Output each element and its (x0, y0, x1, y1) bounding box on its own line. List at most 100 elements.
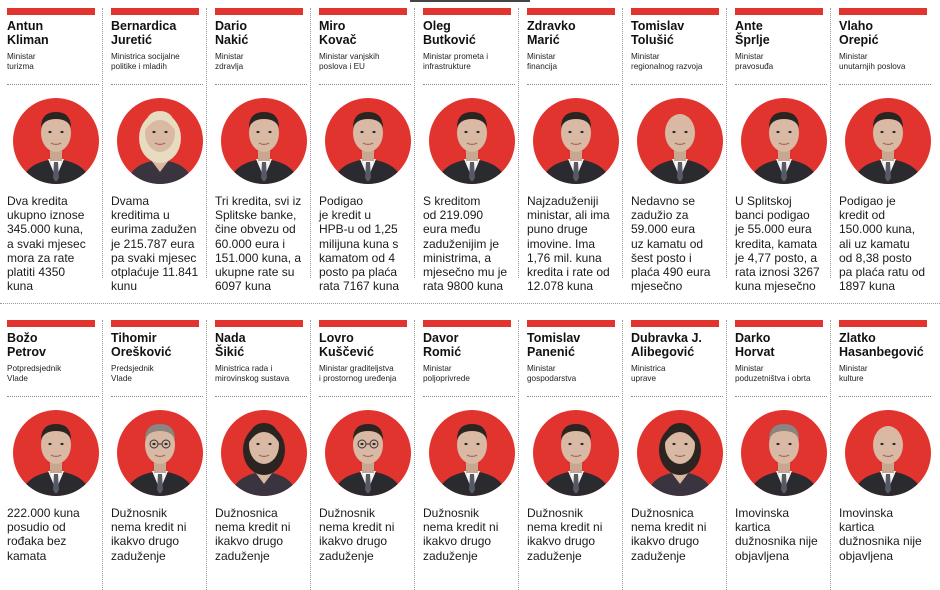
loan-description: Dužnosnik nema kredit ni ikakvo drugo za… (111, 506, 187, 563)
minister-role: Ministrica uprave (631, 364, 666, 383)
portrait-illustration (333, 424, 403, 496)
accent-bar (111, 320, 199, 327)
minister-photo (637, 410, 723, 496)
minister-name: Tomislav Tolušić (631, 19, 685, 47)
minister-photo (741, 98, 827, 184)
accent-bar (423, 8, 511, 15)
loan-description: Tri kredita, svi iz Splitske banke, čine… (215, 194, 302, 294)
column-divider (102, 320, 103, 590)
portrait-illustration (333, 112, 403, 184)
minister-name: Oleg Butković (423, 19, 476, 47)
minister-card: Božo Petrov Potpredsjednik Vlade 222.000 k… (7, 320, 103, 590)
minister-photo (845, 98, 931, 184)
accent-bar (631, 8, 719, 15)
portrait-illustration (127, 111, 193, 184)
loan-description: Dužnosnica nema kredit ni ikakvo drugo z… (215, 506, 291, 563)
minister-photo (117, 410, 203, 496)
portrait-illustration (853, 112, 923, 184)
minister-name: Antun Kliman (7, 19, 49, 47)
minister-role: Potpredsjednik Vlade (7, 364, 62, 383)
accent-bar (215, 8, 303, 15)
minister-card: Nada Šikić Ministrica rada i mirovinskog … (215, 320, 311, 590)
minister-name: Darko Horvat (735, 331, 775, 359)
dotted-divider (215, 396, 307, 397)
minister-role: Ministar regionalnog razvoja (631, 52, 703, 71)
minister-photo (221, 98, 307, 184)
minister-role: Predsjednik Vlade (111, 364, 154, 383)
accent-bar (7, 8, 95, 15)
minister-role: Ministar graditeljstva i prostornog uređ… (319, 364, 397, 383)
minister-card: Miro Kovač Ministar vanjskih poslova i EU… (319, 8, 415, 293)
minister-card: Vlaho Orepić Ministar unutarnjih poslova P… (839, 8, 935, 293)
ministers-grid: Antun Kliman Ministar turizma Dva kredita … (0, 8, 940, 590)
portrait-illustration (853, 426, 923, 496)
card-row: Antun Kliman Ministar turizma Dva kredita … (0, 8, 940, 293)
minister-role: Ministar pravosuđa (735, 52, 774, 71)
dotted-divider (631, 396, 723, 397)
minister-card: Oleg Butković Ministar prometa i infrastr… (423, 8, 519, 293)
minister-photo (429, 410, 515, 496)
minister-name: Ante Šprlje (735, 19, 770, 47)
minister-photo (533, 410, 619, 496)
dotted-divider (527, 396, 619, 397)
dotted-divider (319, 396, 411, 397)
column-divider (622, 320, 623, 590)
dotted-divider (631, 84, 723, 85)
dotted-divider (735, 84, 827, 85)
minister-role: Ministar prometa i infrastrukture (423, 52, 489, 71)
portrait-illustration (437, 112, 507, 184)
portrait-illustration (749, 112, 819, 184)
dotted-divider (839, 396, 931, 397)
loan-description: Dužnosnica nema kredit ni ikakvo drugo z… (631, 506, 707, 563)
loan-description: Dva kredita ukupno iznose 345.000 kuna, … (7, 194, 86, 294)
minister-photo (325, 410, 411, 496)
row-divider (0, 303, 940, 304)
dotted-divider (7, 396, 99, 397)
minister-name: Nada Šikić (215, 331, 246, 359)
minister-name: Božo Petrov (7, 331, 46, 359)
minister-photo (221, 410, 307, 496)
minister-card: Antun Kliman Ministar turizma Dva kredita … (7, 8, 103, 293)
loan-description: Dužnosnik nema kredit ni ikakvo drugo za… (319, 506, 395, 563)
accent-bar (215, 320, 303, 327)
accent-bar (111, 8, 199, 15)
portrait-illustration (749, 424, 819, 496)
minister-card: Tomislav Tolušić Ministar regionalnog raz… (631, 8, 727, 293)
minister-photo (741, 410, 827, 496)
column-divider (206, 8, 207, 278)
column-divider (414, 320, 415, 590)
accent-bar (7, 320, 95, 327)
minister-photo (429, 98, 515, 184)
loan-description: Najzaduženiji ministar, ali ima puno dru… (527, 194, 610, 294)
column-divider (726, 8, 727, 278)
portrait-illustration (21, 112, 91, 184)
column-divider (310, 8, 311, 278)
accent-bar (735, 8, 823, 15)
accent-bar (631, 320, 719, 327)
minister-role: Ministar financija (527, 52, 558, 71)
minister-role: Ministar kulture (839, 364, 868, 383)
dotted-divider (839, 84, 931, 85)
loan-description: Nedavno se zadužio za 59.000 eura uz kam… (631, 194, 711, 294)
dotted-divider (7, 84, 99, 85)
loan-description: Imovinska kartica dužnosnika nije objavl… (735, 506, 818, 563)
column-divider (518, 320, 519, 590)
loan-description: Podigao je kredit u HPB-u od 1,25 miliju… (319, 194, 400, 294)
minister-card: Ante Šprlje Ministar pravosuđa U Splitskoj… (735, 8, 831, 293)
portrait-illustration (541, 424, 611, 496)
minister-photo (13, 410, 99, 496)
dotted-divider (423, 396, 515, 397)
minister-name: Lovro Kuščević (319, 331, 374, 359)
minister-name: Zlatko Hasanbegović (839, 331, 924, 359)
accent-bar (839, 8, 927, 15)
card-row: Božo Petrov Potpredsjednik Vlade 222.000 k… (0, 320, 940, 590)
minister-role: Ministar vanjskih poslova i EU (319, 52, 380, 71)
minister-photo (637, 98, 723, 184)
minister-name: Dubravka J. Alibegović (631, 331, 702, 359)
column-divider (622, 8, 623, 278)
loan-description: Dužnosnik nema kredit ni ikakvo drugo za… (423, 506, 499, 563)
minister-card: Davor Romić Ministar poljoprivrede Dužnosn… (423, 320, 519, 590)
minister-role: Ministar poljoprivrede (423, 364, 470, 383)
minister-name: Miro Kovač (319, 19, 357, 47)
loan-description: Podigao je kredit od 150.000 kuna, ali u… (839, 194, 926, 294)
